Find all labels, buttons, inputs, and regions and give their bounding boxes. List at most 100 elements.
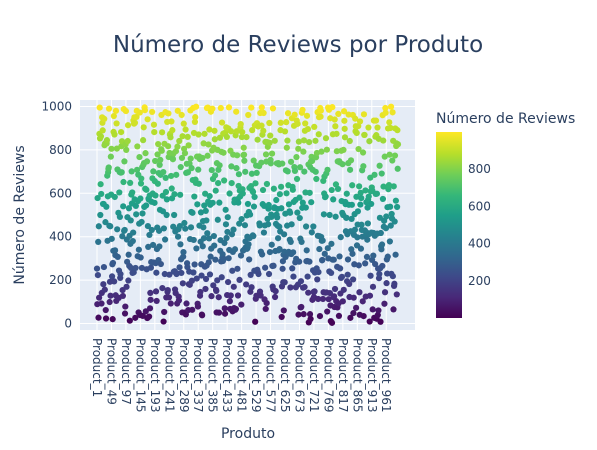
data-point[interactable] bbox=[136, 109, 143, 116]
data-point[interactable] bbox=[103, 203, 110, 210]
data-point[interactable] bbox=[322, 193, 329, 200]
data-point[interactable] bbox=[234, 292, 242, 299]
data-point[interactable] bbox=[300, 137, 308, 144]
data-point[interactable] bbox=[266, 119, 273, 127]
data-point[interactable] bbox=[366, 138, 373, 145]
data-point[interactable] bbox=[168, 172, 175, 180]
data-point[interactable] bbox=[152, 192, 159, 199]
data-point[interactable] bbox=[335, 312, 343, 319]
data-point[interactable] bbox=[304, 273, 311, 280]
data-point[interactable] bbox=[255, 270, 262, 278]
data-point[interactable] bbox=[353, 129, 360, 137]
data-point[interactable] bbox=[161, 270, 168, 278]
data-point[interactable] bbox=[199, 154, 206, 162]
data-point[interactable] bbox=[194, 303, 202, 310]
data-point[interactable] bbox=[160, 318, 167, 325]
data-point[interactable] bbox=[118, 129, 125, 136]
data-point[interactable] bbox=[110, 112, 117, 120]
data-point[interactable] bbox=[156, 161, 163, 168]
data-point[interactable] bbox=[184, 169, 192, 176]
data-point[interactable] bbox=[352, 115, 359, 122]
data-point[interactable] bbox=[119, 233, 126, 240]
data-point[interactable] bbox=[127, 179, 134, 186]
data-point[interactable] bbox=[294, 120, 301, 127]
data-point[interactable] bbox=[355, 262, 362, 269]
data-point[interactable] bbox=[168, 118, 175, 125]
data-point[interactable] bbox=[283, 144, 290, 151]
data-point[interactable] bbox=[328, 269, 335, 277]
data-point[interactable] bbox=[129, 189, 136, 196]
data-point[interactable] bbox=[392, 251, 399, 258]
data-point[interactable] bbox=[147, 289, 154, 296]
data-point[interactable] bbox=[142, 150, 149, 157]
data-point[interactable] bbox=[207, 253, 214, 260]
data-point[interactable] bbox=[360, 111, 368, 118]
data-point[interactable] bbox=[250, 157, 257, 164]
data-point[interactable] bbox=[297, 278, 305, 285]
data-point[interactable] bbox=[218, 119, 226, 126]
data-point[interactable] bbox=[161, 236, 169, 243]
data-point[interactable] bbox=[238, 134, 246, 141]
data-point[interactable] bbox=[199, 243, 206, 250]
data-point[interactable] bbox=[287, 284, 294, 291]
data-point[interactable] bbox=[259, 251, 266, 258]
data-point[interactable] bbox=[181, 150, 189, 157]
data-point[interactable] bbox=[162, 188, 170, 196]
data-point[interactable] bbox=[212, 187, 219, 194]
data-point[interactable] bbox=[365, 193, 372, 200]
data-point[interactable] bbox=[213, 287, 220, 295]
data-point[interactable] bbox=[366, 292, 374, 299]
data-point[interactable] bbox=[168, 185, 175, 192]
data-point[interactable] bbox=[298, 238, 305, 246]
data-point[interactable] bbox=[258, 122, 265, 129]
data-point[interactable] bbox=[220, 149, 227, 156]
data-point[interactable] bbox=[316, 313, 324, 320]
data-point[interactable] bbox=[375, 307, 382, 314]
data-point[interactable] bbox=[107, 292, 114, 299]
data-point[interactable] bbox=[262, 305, 269, 313]
data-point[interactable] bbox=[303, 223, 310, 230]
data-point[interactable] bbox=[236, 220, 243, 227]
data-point[interactable] bbox=[370, 252, 377, 259]
data-point[interactable] bbox=[331, 285, 339, 293]
data-point[interactable] bbox=[337, 234, 344, 241]
data-point[interactable] bbox=[167, 300, 174, 307]
data-point[interactable] bbox=[380, 137, 387, 144]
data-point[interactable] bbox=[316, 245, 323, 253]
data-point[interactable] bbox=[209, 105, 216, 112]
data-point[interactable] bbox=[206, 126, 213, 133]
data-point[interactable] bbox=[123, 283, 130, 290]
data-point[interactable] bbox=[351, 226, 359, 233]
data-point[interactable] bbox=[199, 312, 206, 319]
data-point[interactable] bbox=[204, 230, 211, 237]
data-point[interactable] bbox=[332, 213, 339, 220]
data-point[interactable] bbox=[154, 180, 161, 187]
data-point[interactable] bbox=[185, 142, 192, 149]
data-point[interactable] bbox=[343, 190, 350, 197]
data-point[interactable] bbox=[248, 284, 255, 291]
data-point[interactable] bbox=[312, 168, 319, 175]
data-point[interactable] bbox=[132, 202, 139, 209]
data-point[interactable] bbox=[277, 119, 284, 126]
data-point[interactable] bbox=[182, 126, 189, 133]
data-point[interactable] bbox=[152, 288, 160, 295]
data-point[interactable] bbox=[369, 306, 376, 313]
data-point[interactable] bbox=[102, 315, 110, 322]
data-point[interactable] bbox=[306, 311, 314, 318]
data-point[interactable] bbox=[165, 294, 173, 301]
data-point[interactable] bbox=[211, 242, 218, 249]
data-point[interactable] bbox=[143, 202, 150, 209]
data-point[interactable] bbox=[244, 200, 252, 208]
data-point[interactable] bbox=[195, 180, 202, 187]
data-point[interactable] bbox=[341, 134, 349, 141]
data-point[interactable] bbox=[125, 277, 132, 284]
data-point[interactable] bbox=[214, 277, 221, 284]
data-point[interactable] bbox=[296, 194, 303, 201]
data-point[interactable] bbox=[147, 296, 154, 303]
data-point[interactable] bbox=[377, 229, 384, 237]
data-point[interactable] bbox=[290, 273, 297, 280]
data-point[interactable] bbox=[113, 120, 120, 127]
data-point[interactable] bbox=[128, 168, 135, 175]
data-point[interactable] bbox=[122, 107, 130, 115]
data-point[interactable] bbox=[276, 191, 283, 198]
